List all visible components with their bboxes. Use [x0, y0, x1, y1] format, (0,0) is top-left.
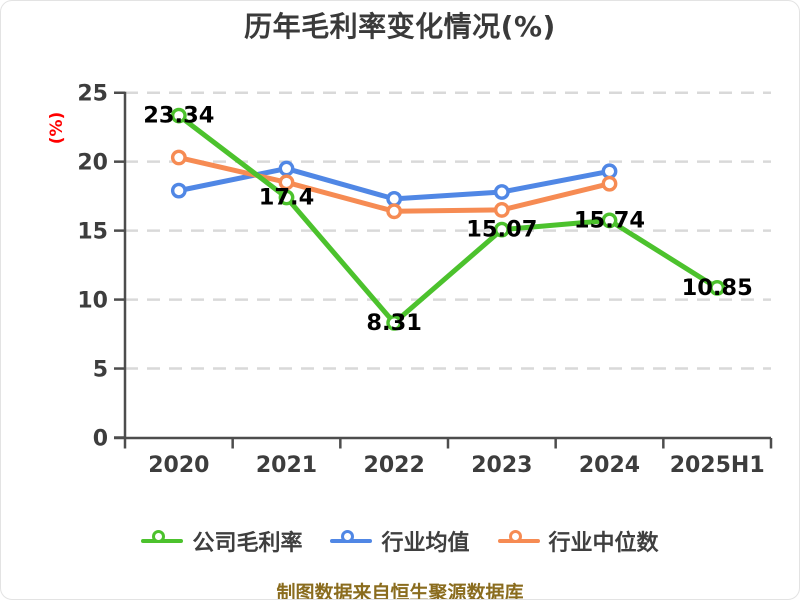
y-tick-label: 5: [93, 358, 108, 383]
legend-item-industry-median[interactable]: 行业中位数: [497, 525, 659, 557]
data-point: [278, 189, 295, 206]
data-point: [278, 160, 295, 177]
legend-marker-blue-icon: [330, 530, 373, 552]
x-tick-label: 2022: [364, 453, 425, 478]
x-tick-label: 2020: [148, 453, 209, 478]
y-tick-label: 0: [93, 427, 108, 452]
y-tick-label: 25: [77, 82, 108, 107]
data-point: [170, 149, 187, 166]
series-line: [176, 113, 720, 326]
legend-marker-green-icon: [141, 530, 184, 552]
data-source-note: 制图数据来自恒生聚源数据库: [276, 582, 524, 600]
data-point: [386, 203, 403, 220]
chart-title: 历年毛利率变化情况(%): [244, 10, 556, 43]
data-point: [709, 279, 726, 296]
x-tick-label: 2024: [579, 453, 640, 478]
x-tick-label: 2023: [471, 453, 532, 478]
legend-label: 行业中位数: [548, 531, 659, 556]
data-point: [386, 190, 403, 207]
legend: 公司毛利率 行业均值 行业中位数: [1, 525, 799, 557]
y-tick-label: 20: [77, 151, 108, 176]
data-point: [493, 184, 510, 200]
data-point: [493, 221, 510, 238]
data-point: [493, 202, 510, 218]
data-point-label: 10.85: [682, 275, 753, 301]
legend-label: 行业均值: [381, 531, 470, 556]
legend-label: 公司毛利率: [192, 531, 303, 556]
y-tick-label: 10: [77, 289, 108, 314]
data-point: [601, 212, 618, 229]
data-point: [170, 107, 187, 124]
legend-item-company-gross-margin[interactable]: 公司毛利率: [141, 525, 302, 557]
x-tick-label: 2021: [256, 453, 317, 478]
legend-marker-orange-icon: [497, 530, 540, 552]
data-point-label: 17.4: [259, 185, 315, 211]
data-point-label: 23.34: [143, 103, 214, 129]
data-point: [601, 175, 618, 192]
legend-item-industry-average[interactable]: 行业均值: [330, 525, 470, 557]
data-point: [601, 163, 618, 180]
data-point-label: 8.31: [366, 310, 422, 336]
line-chart: 0 5 10 15 20 25 2020 2021 2022 2023 2024 2025H1 (%) 2…: [47, 82, 773, 478]
data-point-label: 15.07: [466, 217, 537, 243]
x-tick-label: 2025H1: [670, 453, 765, 478]
data-point: [386, 314, 403, 331]
data-point: [170, 182, 187, 199]
y-tick-label: 15: [77, 220, 108, 245]
data-point: [278, 174, 295, 191]
y-axis-title: (%): [47, 112, 67, 145]
data-point-label: 15.74: [574, 207, 645, 233]
